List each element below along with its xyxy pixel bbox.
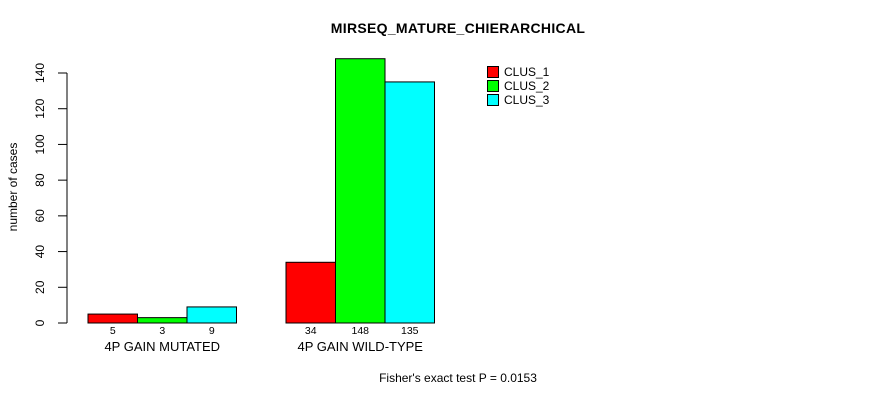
legend-item-CLUS_3: CLUS_3 <box>487 93 549 107</box>
bar-CLUS_3 <box>186 306 237 324</box>
bar-value-label: 148 <box>351 325 369 337</box>
bar-value-label: 135 <box>401 325 419 337</box>
legend-item-CLUS_1: CLUS_1 <box>487 65 549 79</box>
y-tick-label: 20 <box>33 280 47 294</box>
y-tick-label: 0 <box>33 319 47 326</box>
fisher-test-caption: Fisher's exact test P = 0.0153 <box>379 371 537 385</box>
chart-title: MIRSEQ_MATURE_CHIERARCHICAL <box>330 20 586 36</box>
bar-CLUS_2 <box>137 317 188 324</box>
legend-swatch <box>487 80 499 92</box>
y-axis-label: number of cases <box>6 142 20 232</box>
legend-swatch <box>487 66 499 78</box>
legend-swatch <box>487 94 499 106</box>
category-label: 4P GAIN MUTATED <box>104 339 220 354</box>
legend-item-CLUS_2: CLUS_2 <box>487 79 549 93</box>
y-tick-label: 80 <box>33 173 47 187</box>
bar-CLUS_2 <box>335 58 386 324</box>
bar-CLUS_3 <box>384 81 435 324</box>
y-tick-label: 140 <box>33 63 47 83</box>
y-tick-label: 40 <box>33 245 47 259</box>
bar-value-label: 3 <box>159 325 165 337</box>
bar-value-label: 34 <box>305 325 317 337</box>
legend: CLUS_1 CLUS_2 CLUS_3 <box>487 65 549 107</box>
y-tick-label: 100 <box>33 134 47 154</box>
bar-CLUS_1 <box>87 313 138 324</box>
bar-value-label: 9 <box>209 325 215 337</box>
category-label: 4P GAIN WILD-TYPE <box>298 339 424 354</box>
legend-label: CLUS_1 <box>504 65 550 79</box>
bar-value-label: 5 <box>110 325 116 337</box>
bar-CLUS_1 <box>285 261 336 324</box>
legend-label: CLUS_2 <box>504 79 550 93</box>
y-tick-label: 120 <box>33 98 47 118</box>
legend-label: CLUS_3 <box>504 93 550 107</box>
y-tick-label: 60 <box>33 209 47 223</box>
